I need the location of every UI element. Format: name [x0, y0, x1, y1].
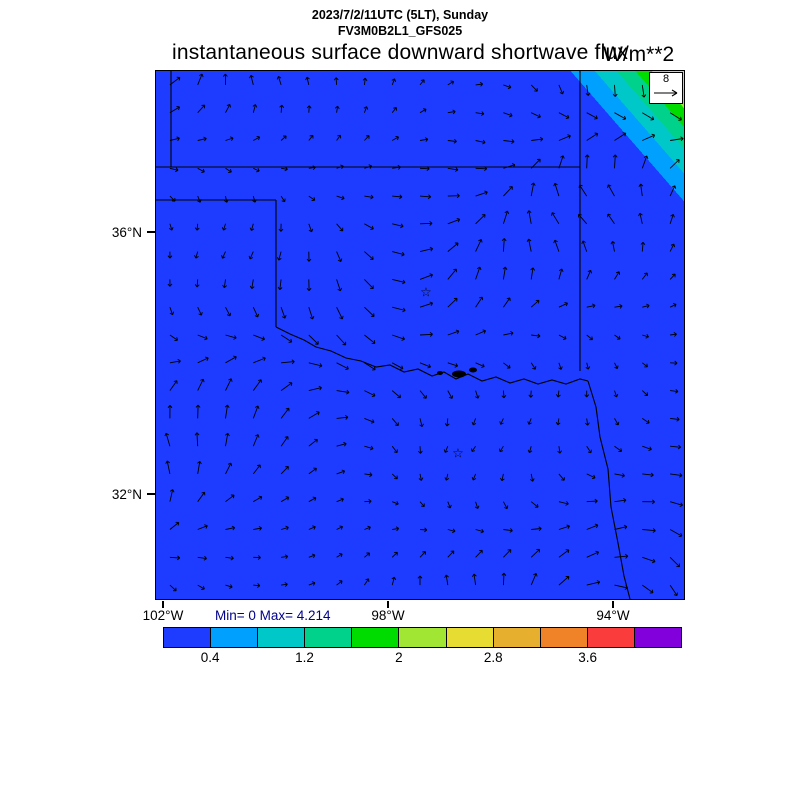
reference-vector-arrow-icon: [654, 89, 678, 97]
lon-axis-tick: [612, 601, 614, 608]
lat-axis-tick: [147, 493, 155, 495]
reference-vector-value: 8: [662, 73, 670, 85]
state-borders: [156, 71, 631, 599]
plot-title: instantaneous surface downward shortwave…: [171, 41, 629, 64]
colorbar-segment: [587, 628, 635, 647]
colorbar-segment: [634, 628, 682, 647]
units-label: W/m**2: [603, 43, 675, 66]
wind-arrow-glyphs: [164, 73, 684, 597]
small-lake: [437, 371, 443, 375]
colorbar-segment: [540, 628, 588, 647]
colorbar-segment: [493, 628, 541, 647]
lon-axis-tick: [162, 601, 164, 608]
colorbar-segment: [258, 628, 306, 647]
colorbar-tick-label: 2.8: [483, 650, 503, 665]
colorbar-tick-label: 2: [395, 650, 403, 665]
lat-axis-tick: [147, 231, 155, 233]
colorbar-segment: [446, 628, 494, 647]
colorbar-segment: [305, 628, 353, 647]
minmax-readout: Min= 0 Max= 4.214: [215, 608, 331, 623]
colorbar-tick-label: 0.4: [200, 650, 220, 665]
colorbar: [163, 627, 682, 648]
lon-label-94w: 94°W: [596, 608, 630, 623]
wind-vectors: [164, 73, 684, 597]
model-run-line: FV3M0B2L1_GFS025: [337, 24, 463, 38]
lon-label-102w: 102°W: [142, 608, 184, 623]
colorbar-segment: [164, 628, 212, 647]
city-star-marker: ☆: [420, 284, 432, 300]
city-star-marker: ☆: [452, 445, 464, 461]
lon-label-98w: 98°W: [371, 608, 405, 623]
reference-vector-box: 8: [649, 72, 683, 104]
colorbar-tick-label: 1.2: [295, 650, 314, 665]
lake-texoma: [452, 370, 466, 378]
lat-label-32n: 32°N: [111, 487, 142, 502]
small-lake: [469, 367, 477, 373]
valid-time-line: 2023/7/2/11UTC (5LT), Sunday: [311, 8, 489, 22]
colorbar-segment: [211, 628, 259, 647]
colorbar-segment: [352, 628, 400, 647]
map-canvas: ☆ ☆ 8: [155, 70, 685, 600]
lat-label-36n: 36°N: [111, 225, 142, 240]
colorbar-tick-labels: 0.4 1.2 2 2.8 3.6: [163, 650, 682, 667]
colorbar-segment: [399, 628, 447, 647]
lon-axis-tick: [387, 601, 389, 608]
city-marker-layer: ☆ ☆: [156, 71, 684, 599]
colorbar-tick-label: 3.6: [578, 650, 598, 665]
texas-east-border: [587, 380, 631, 599]
